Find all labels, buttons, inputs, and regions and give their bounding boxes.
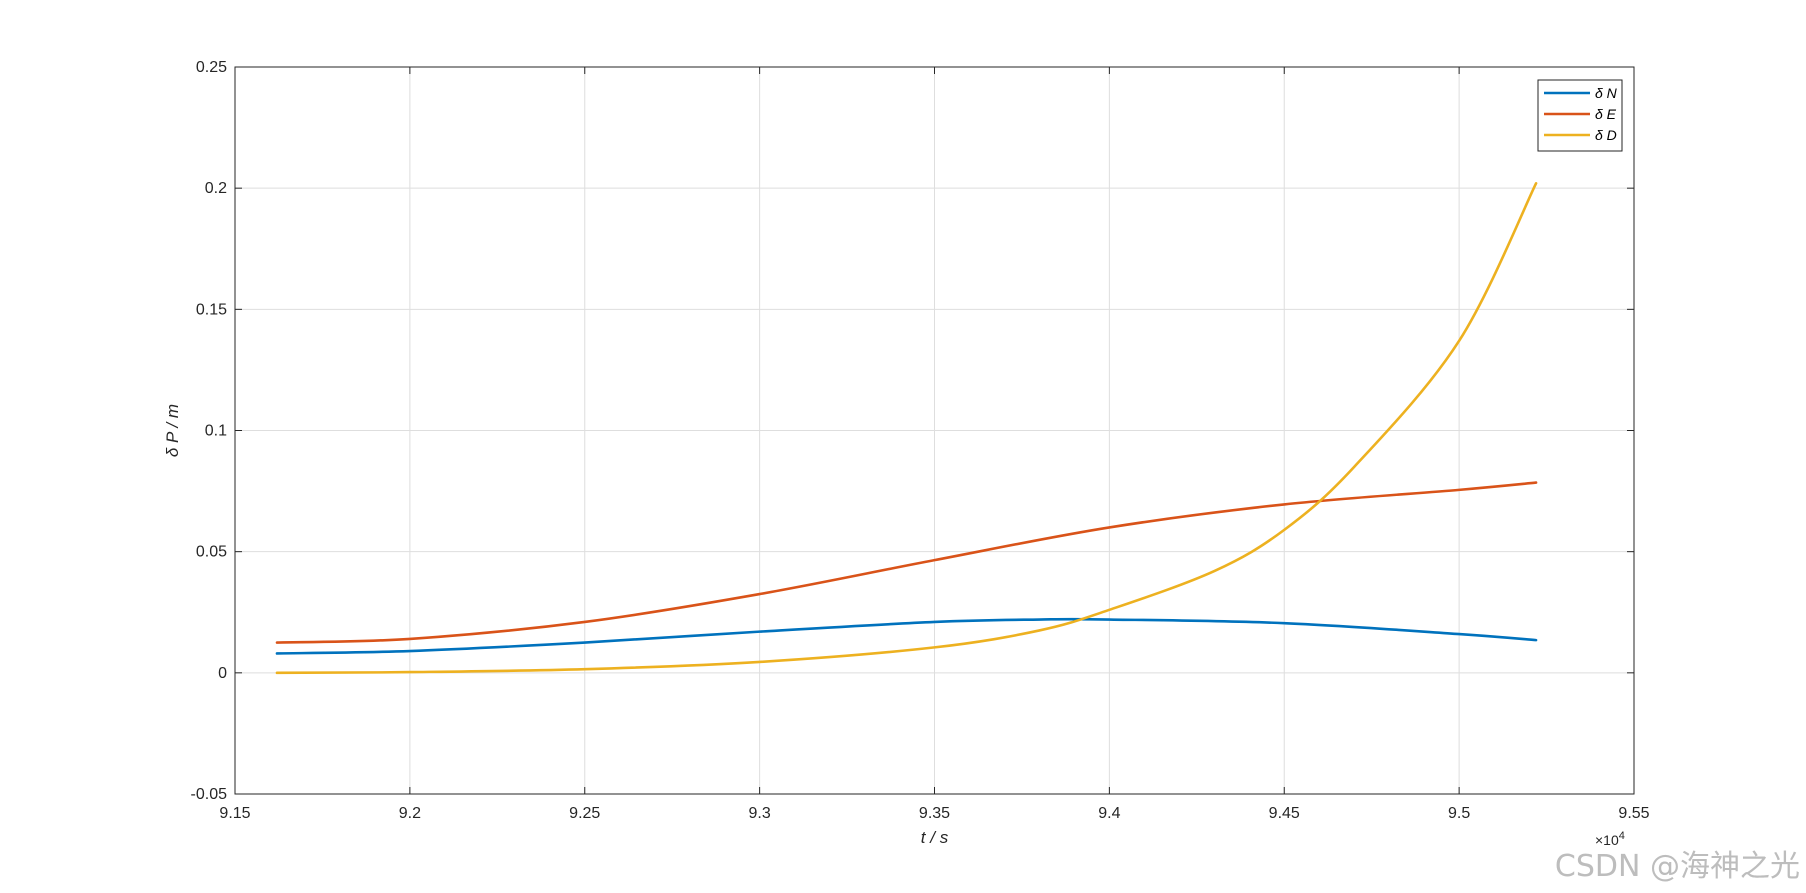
y-tick-label: 0.1	[205, 423, 227, 440]
x-tick-labels: 9.15 9.2 9.25 9.3 9.35 9.4 9.45 9.5 9.55	[219, 805, 1649, 822]
x-axis-exponent: ×104	[1595, 830, 1625, 848]
series-lines	[275, 182, 1538, 675]
grid-lines	[234, 66, 1635, 795]
series-line-1	[275, 617, 1538, 655]
x-tick-label: 9.55	[1618, 805, 1649, 822]
y-tick-labels: -0.05 0 0.05 0.1 0.15 0.2 0.25	[191, 59, 228, 803]
legend-entry: δ N	[1595, 85, 1618, 101]
x-axis-label: t / s	[921, 828, 949, 847]
y-tick-label: 0.2	[205, 180, 227, 197]
y-tick-label: -0.05	[191, 786, 228, 803]
x-tick-label: 9.15	[219, 805, 250, 822]
watermark: CSDN @海神之光	[1554, 849, 1800, 884]
legend-entry: δ D	[1595, 127, 1617, 143]
y-tick-label: 0.15	[196, 301, 227, 318]
y-tick-label: 0.05	[196, 544, 227, 561]
axis-ticks	[234, 66, 1635, 795]
y-axis-label: δ P / m	[163, 404, 182, 457]
y-tick-label: 0.25	[196, 59, 227, 76]
legend: δ N δ E δ D	[1537, 79, 1623, 152]
series-line-3	[275, 182, 1538, 675]
x-tick-label: 9.3	[749, 805, 771, 822]
x-tick-label: 9.5	[1448, 805, 1470, 822]
x-tick-label: 9.45	[1269, 805, 1300, 822]
legend-entry: δ E	[1595, 106, 1617, 122]
x-tick-label: 9.2	[399, 805, 421, 822]
x-tick-label: 9.4	[1098, 805, 1120, 822]
x-tick-label: 9.35	[919, 805, 950, 822]
x-tick-label: 9.25	[569, 805, 600, 822]
y-tick-label: 0	[218, 665, 227, 682]
series-line-2	[275, 481, 1538, 644]
